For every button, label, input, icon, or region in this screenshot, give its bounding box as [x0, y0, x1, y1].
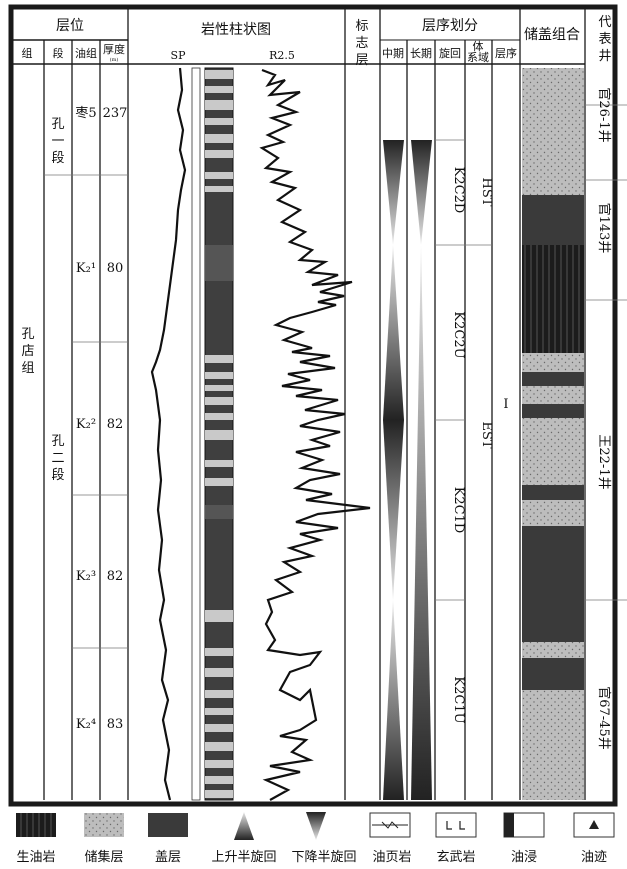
- basalt-icon: [435, 812, 477, 838]
- header-marker-bed-2: 志: [355, 36, 368, 51]
- oil-group-row-lines: [44, 104, 627, 649]
- oil-group-label: 枣5: [75, 106, 96, 121]
- formation-label: 孔 店 组: [21, 327, 34, 376]
- system-tract-label: EST: [479, 421, 494, 448]
- member-label-2: 孔 二 段: [51, 434, 64, 483]
- legend-label: 油迹: [581, 850, 607, 865]
- header-member: 段: [53, 46, 64, 60]
- legend: 生油岩 储集层 盖层 上升半旋回 下降半旋回 油页岩 玄武岩: [16, 812, 615, 865]
- lithology-column: [191, 67, 234, 801]
- header-sequence-division: 层序划分: [422, 18, 478, 34]
- system-tract-label: HST: [479, 178, 494, 207]
- oil-group-thickness: 82: [107, 569, 124, 584]
- oil-group-thickness: 237: [103, 106, 128, 121]
- svg-text:孔: 孔: [51, 434, 64, 449]
- header-r25: R2.5: [269, 49, 295, 62]
- header-strata: 层位: [56, 18, 84, 34]
- header-reservoir-seal: 储盖组合: [524, 27, 580, 43]
- well-label: 官67-45井: [596, 686, 612, 749]
- source-rock-icon: [16, 813, 56, 837]
- header-system-tract-1: 体: [473, 39, 484, 53]
- header-thickness-unit: (m): [110, 56, 119, 63]
- reservoir-seal-column: [522, 68, 584, 800]
- header-thickness: 厚度: [103, 42, 125, 56]
- sp-log-curve: [150, 67, 187, 801]
- oil-group-label: K₂¹: [76, 261, 96, 276]
- oil-group-thickness: 80: [107, 261, 124, 276]
- header-medium-term: 中期: [382, 47, 404, 60]
- cycle-label: K2C1D: [451, 487, 466, 534]
- oil-immersion-icon: [503, 812, 545, 838]
- svg-text:店: 店: [21, 344, 34, 359]
- header-cycle: 旋回: [439, 46, 461, 60]
- oil-trace-icon: [573, 812, 615, 838]
- header-marker-bed-3: 层: [355, 53, 368, 68]
- header-group: 组: [22, 46, 33, 60]
- r25-log-curve: [259, 68, 371, 801]
- svg-text:段: 段: [51, 151, 64, 166]
- legend-label: 油页岩: [372, 850, 411, 865]
- header-rep-well-3: 井: [598, 49, 611, 64]
- cap-rock-icon: [148, 813, 188, 837]
- oil-group-thickness: 83: [107, 717, 124, 732]
- rising-half-cycle-icon: [234, 812, 254, 840]
- oil-group-thickness: 82: [107, 417, 124, 432]
- well-label: 官26-1井: [596, 87, 612, 142]
- member-label-1: 孔 一 段: [51, 117, 64, 166]
- svg-text:段: 段: [51, 468, 64, 483]
- header-sp: SP: [171, 49, 187, 62]
- legend-label: 上升半旋回: [211, 850, 276, 865]
- legend-label: 盖层: [155, 850, 181, 865]
- header-system-tract-2: 系域: [467, 51, 489, 64]
- oil-group-label: K₂³: [76, 569, 96, 584]
- legend-label: 储集层: [84, 849, 123, 865]
- header-oil-group: 油组: [75, 46, 97, 60]
- svg-text:一: 一: [51, 134, 64, 149]
- legend-label: 玄武岩: [436, 850, 475, 865]
- header-marker-bed-1: 标: [355, 19, 368, 34]
- cycle-label: K2C2U: [451, 311, 466, 358]
- sequence-label: I: [503, 397, 508, 412]
- legend-label: 生油岩: [16, 850, 55, 865]
- svg-text:孔: 孔: [51, 117, 64, 132]
- well-label: 王22-1井: [596, 434, 611, 489]
- cycle-label: K2C2D: [451, 167, 466, 214]
- cycle-label: K2C1U: [451, 676, 466, 723]
- svg-text:组: 组: [21, 361, 34, 376]
- header-rep-well-2: 表: [598, 32, 611, 47]
- oil-group-label: K₂²: [76, 417, 96, 432]
- long-term-cycles: [411, 140, 432, 800]
- svg-text:二: 二: [51, 451, 64, 466]
- well-label: 官143井: [596, 203, 612, 254]
- medium-term-cycles: [383, 140, 404, 800]
- header-rep-well-1: 代: [598, 15, 611, 30]
- oil-shale-icon: [369, 812, 411, 838]
- reservoir-icon: [84, 813, 124, 837]
- diagram-border: [8, 4, 618, 807]
- header-sequence: 层序: [495, 46, 517, 60]
- legend-label: 油浸: [511, 850, 537, 865]
- header-long-term: 长期: [410, 47, 432, 60]
- oil-group-label: K₂⁴: [76, 717, 96, 732]
- svg-text:孔: 孔: [21, 327, 34, 342]
- header-lithology-column: 岩性柱状图: [201, 22, 271, 38]
- legend-label: 下降半旋回: [291, 850, 356, 865]
- falling-half-cycle-icon: [306, 812, 326, 840]
